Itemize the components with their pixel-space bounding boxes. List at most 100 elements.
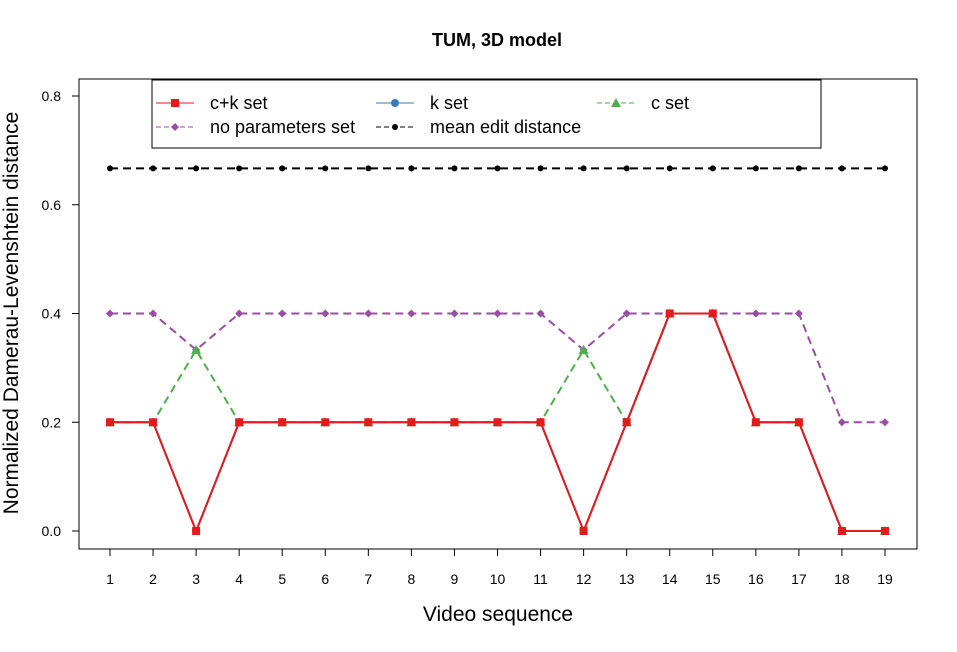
marker-square [407,418,416,427]
marker-square [665,309,674,318]
marker-square [106,418,114,427]
x-axis-label: Video sequence [423,603,573,626]
marker-dot [408,165,415,172]
marker-dot [494,165,501,172]
marker-triangle [578,344,589,354]
chart-title: TUM, 3D model [432,30,562,50]
marker-square [364,418,373,427]
x-tick-label: 8 [407,571,415,587]
marker-diamond [171,123,179,131]
marker-dot [150,165,157,172]
x-tick-label: 7 [364,571,372,587]
marker-square [622,418,631,427]
marker-triangle [611,98,621,107]
marker-square [708,309,717,318]
x-tick-label: 17 [791,571,807,587]
marker-square [149,418,158,427]
marker-diamond [235,309,244,318]
marker-circle [391,99,399,107]
marker-diamond [106,309,114,318]
x-tick-label: 12 [576,571,592,587]
x-tick-label: 2 [149,571,157,587]
series [107,165,888,172]
marker-diamond [278,309,287,318]
marker-dot [451,165,458,172]
marker-dot [752,165,759,172]
marker-dot [882,165,888,172]
marker-diamond [794,309,803,318]
marker-dot [365,165,372,172]
marker-square [881,527,889,535]
marker-dot [580,165,587,172]
marker-dot [623,165,630,172]
marker-square [493,418,502,427]
marker-square [794,418,803,427]
x-tick-label: 6 [321,571,329,587]
marker-dot [838,165,845,172]
x-tick-label: 11 [533,571,548,587]
marker-diamond [493,309,502,318]
marker-diamond [407,309,416,318]
marker-dot [236,165,243,172]
marker-square [171,99,179,107]
marker-triangle [191,344,202,354]
series-line [110,312,885,424]
x-tick-label: 5 [278,571,286,587]
marker-square [837,527,846,535]
marker-dot [666,165,673,172]
y-axis-label: Normalized Damerau-Levenshtein distance [0,112,23,515]
x-tick-label: 14 [662,571,678,587]
legend-label: c+k set [210,93,268,113]
series-layer [105,165,890,535]
x-tick-label: 18 [834,571,850,587]
y-tick-label: 0.6 [42,197,62,213]
marker-square [450,418,459,427]
marker-dot [709,165,716,172]
legend-label: mean edit distance [430,117,581,137]
x-tick-label: 13 [619,571,635,587]
marker-square [751,418,760,427]
marker-square [235,418,244,427]
x-tick-label: 16 [748,571,764,587]
marker-diamond [536,309,545,318]
x-tick-label: 4 [235,571,243,587]
marker-dot [537,165,544,172]
x-tick-label: 19 [877,571,893,587]
marker-diamond [364,309,373,318]
marker-square [579,527,588,535]
marker-square [192,527,201,535]
marker-square [278,418,287,427]
marker-diamond [751,309,760,318]
marker-diamond [149,309,158,318]
series [106,309,889,427]
marker-square [536,418,545,427]
y-tick-label: 0.8 [42,88,62,104]
marker-diamond [321,309,330,318]
marker-diamond [450,309,459,318]
marker-diamond [881,418,889,427]
marker-dot [193,165,200,172]
legend-label: c set [651,93,689,113]
series [106,309,889,535]
legend-label: k set [430,93,468,113]
x-axis: 1 2 3 4 5 6 7 8 9 10 11 12 13 14 15 16 17 18 19 [106,548,893,587]
marker-dot [279,165,286,172]
marker-diamond [622,309,631,318]
marker-diamond [837,418,846,427]
marker-square [321,418,330,427]
legend-box [151,79,822,149]
marker-dot [795,165,802,172]
y-tick-label: 0.0 [42,523,62,539]
x-tick-label: 3 [192,571,200,587]
x-tick-label: 1 [106,571,114,587]
legend: c+k set k set c set no parameters set mean e… [151,79,822,149]
y-tick-label: 0.4 [42,306,62,322]
y-axis: 0.0 0.2 0.4 0.6 0.8 [42,88,80,539]
x-tick-label: 10 [490,571,506,587]
legend-label: no parameters set [210,117,355,137]
marker-dot [392,124,398,130]
x-tick-label: 9 [451,571,459,587]
x-tick-label: 15 [705,571,721,587]
